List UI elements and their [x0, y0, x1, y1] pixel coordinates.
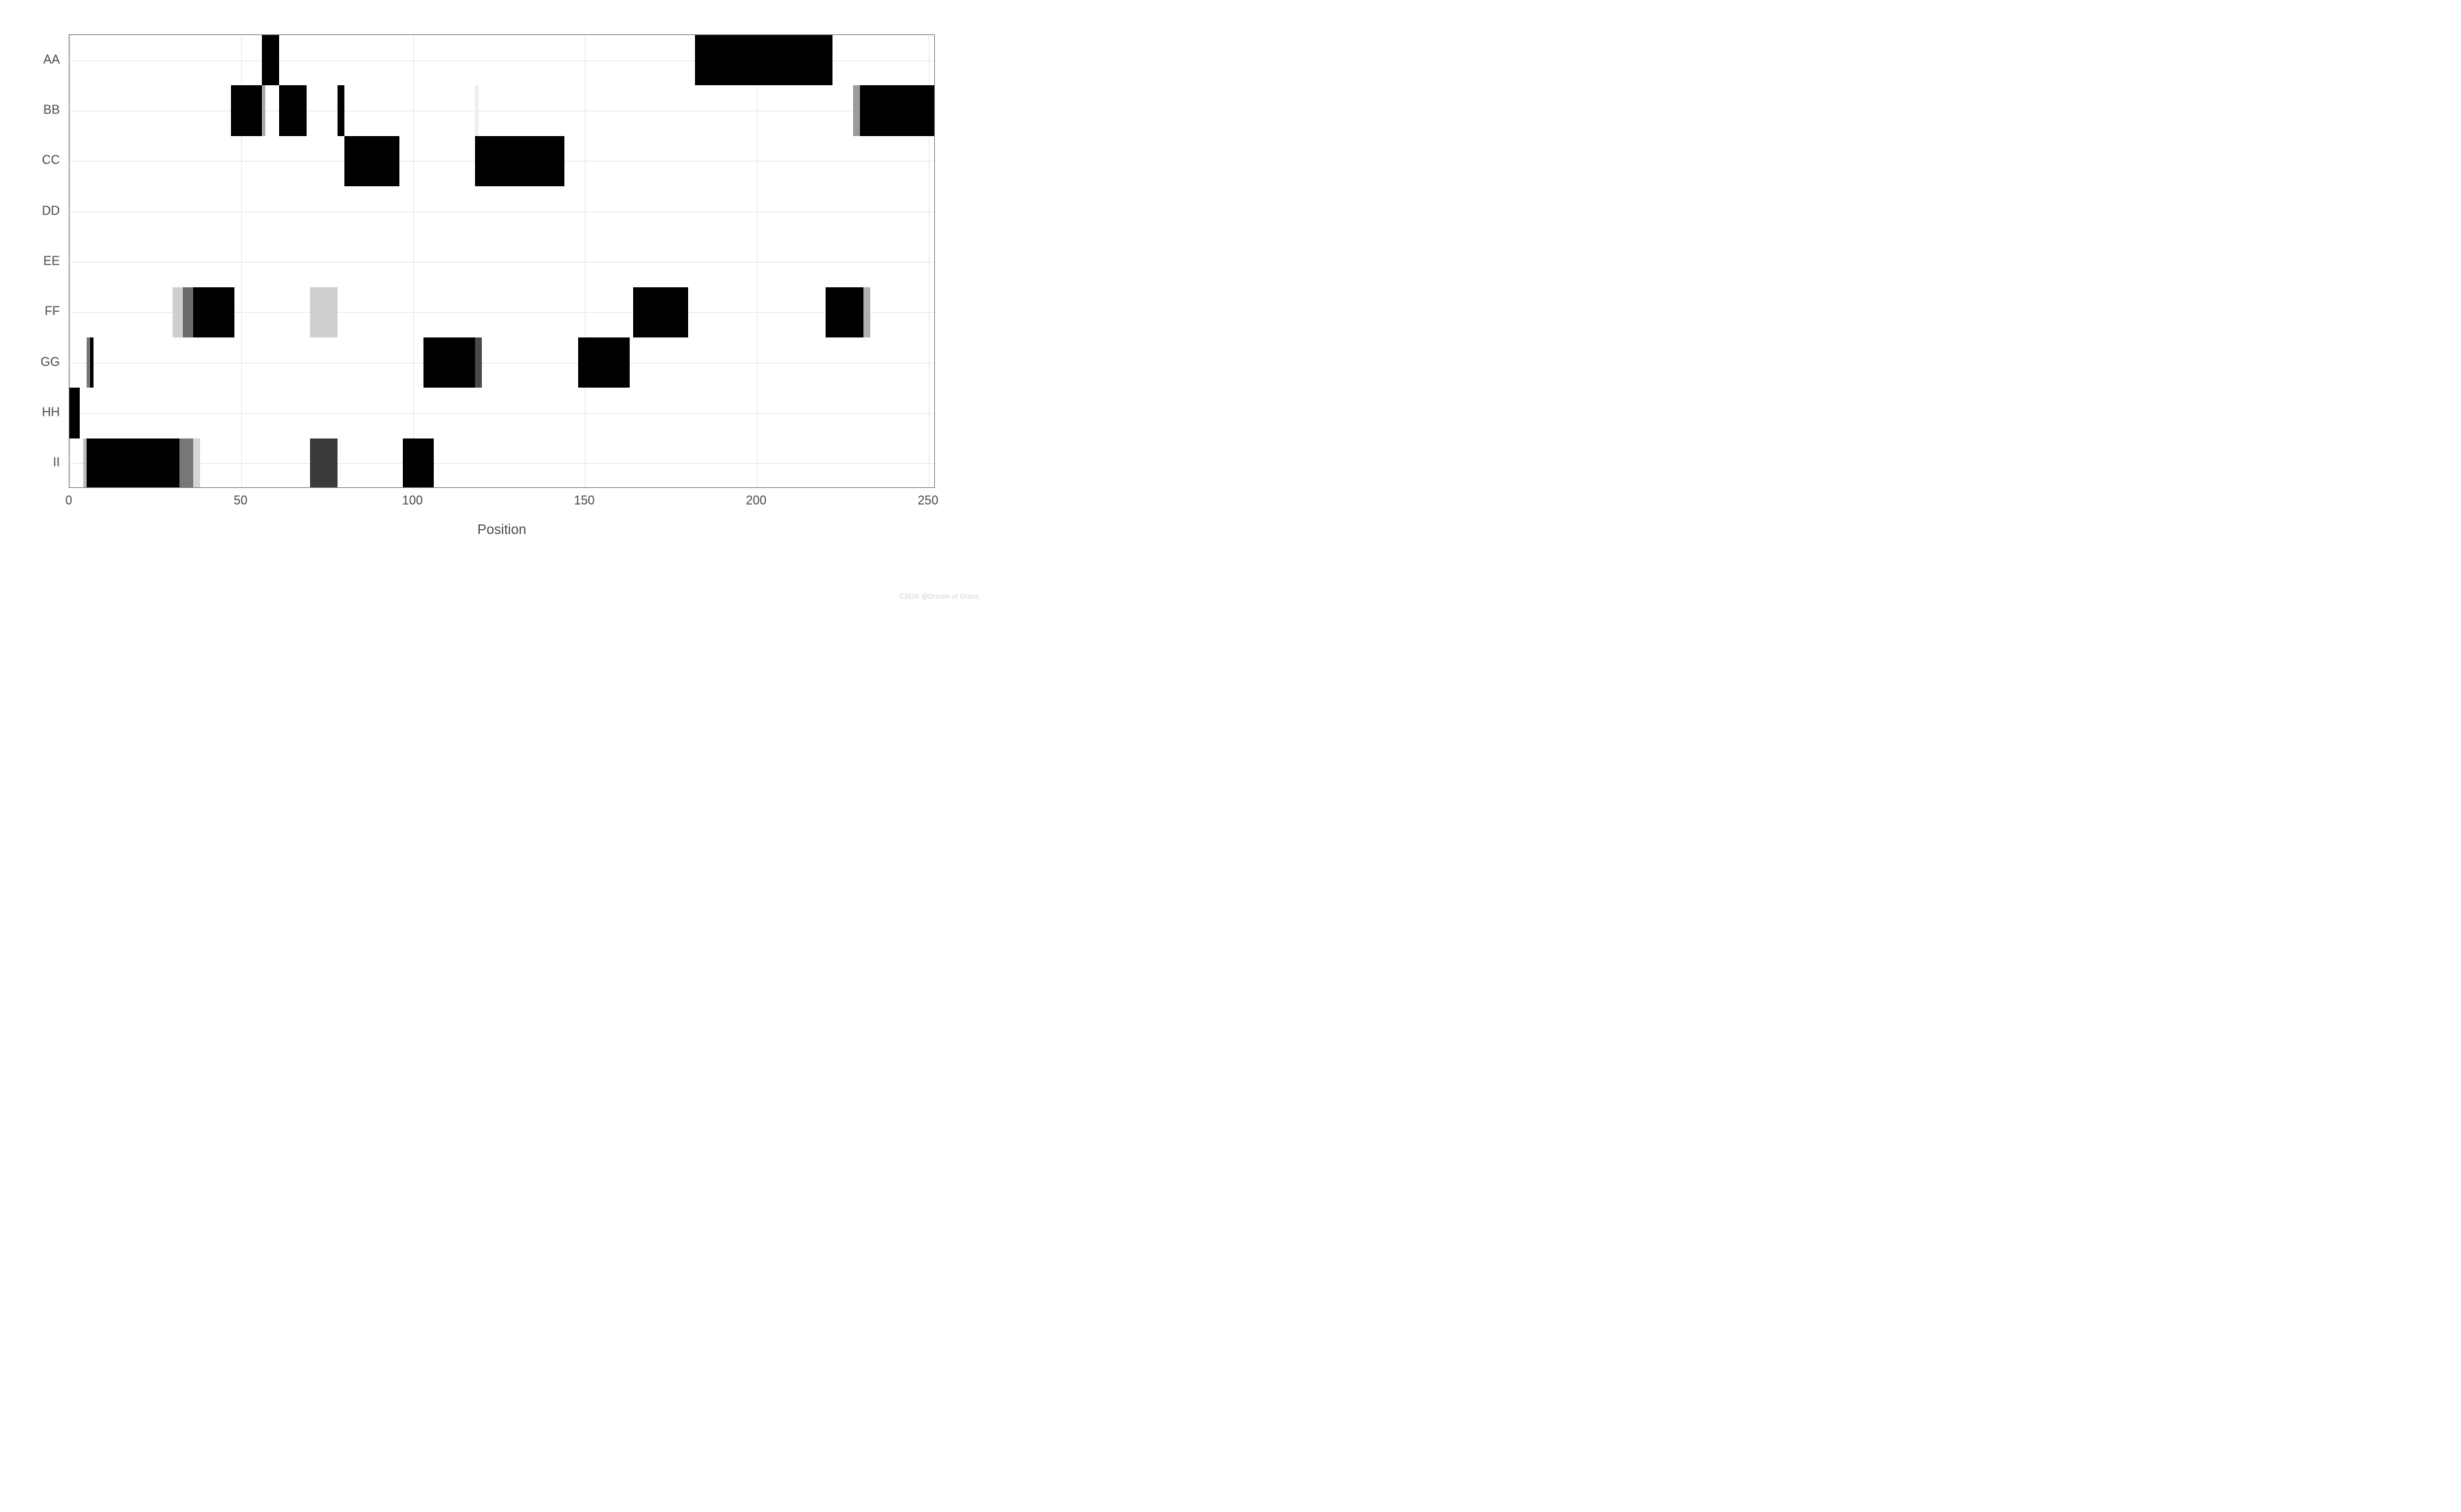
- chart-container: Position CSDN @Dream of Grass 0 50 100 150 2…: [0, 0, 984, 605]
- gridline-vertical: [585, 35, 586, 487]
- gridline-vertical: [413, 35, 414, 487]
- heatmap-segment: [279, 85, 307, 135]
- heatmap-segment: [578, 337, 630, 388]
- plot-panel: [69, 34, 935, 488]
- heatmap-segment: [231, 85, 262, 135]
- heatmap-segment: [475, 337, 482, 388]
- heatmap-segment: [262, 85, 265, 135]
- heatmap-segment: [338, 85, 344, 135]
- watermark-text: CSDN @Dream of Grass: [899, 593, 979, 601]
- y-tick-label: II: [5, 456, 60, 470]
- heatmap-segment: [179, 438, 193, 488]
- heatmap-segment: [475, 85, 478, 135]
- x-tick-label: 200: [746, 493, 766, 508]
- heatmap-segment: [173, 287, 183, 337]
- gridline-horizontal: [69, 262, 934, 263]
- y-tick-label: AA: [5, 52, 60, 67]
- x-axis-title: Position: [69, 522, 935, 538]
- heatmap-segment: [183, 287, 193, 337]
- y-tick-label: HH: [5, 405, 60, 420]
- gridline-horizontal: [69, 363, 934, 364]
- heatmap-segment: [826, 287, 863, 337]
- x-tick-label: 150: [574, 493, 595, 508]
- x-tick-label: 0: [65, 493, 72, 508]
- heatmap-segment: [344, 136, 399, 186]
- x-tick-label: 250: [918, 493, 938, 508]
- heatmap-segment: [475, 136, 564, 186]
- heatmap-segment: [863, 287, 870, 337]
- heatmap-segment: [423, 337, 475, 388]
- heatmap-segment: [853, 85, 860, 135]
- heatmap-segment: [193, 287, 234, 337]
- y-tick-label: DD: [5, 203, 60, 218]
- y-tick-label: FF: [5, 304, 60, 319]
- heatmap-segment: [69, 388, 80, 438]
- heatmap-segment: [87, 438, 179, 488]
- x-tick-label: 50: [234, 493, 247, 508]
- heatmap-segment: [633, 287, 688, 337]
- heatmap-segment: [695, 35, 832, 85]
- y-tick-label: BB: [5, 103, 60, 118]
- heatmap-segment: [860, 85, 935, 135]
- heatmap-segment: [403, 438, 434, 488]
- heatmap-segment: [310, 287, 338, 337]
- heatmap-segment: [193, 438, 200, 488]
- gridline-vertical: [757, 35, 758, 487]
- heatmap-segment: [90, 337, 93, 388]
- y-tick-label: EE: [5, 254, 60, 269]
- y-tick-label: CC: [5, 153, 60, 168]
- x-tick-label: 100: [402, 493, 423, 508]
- heatmap-segment: [310, 438, 338, 488]
- y-tick-label: GG: [5, 355, 60, 369]
- heatmap-segment: [262, 35, 279, 85]
- gridline-horizontal: [69, 413, 934, 414]
